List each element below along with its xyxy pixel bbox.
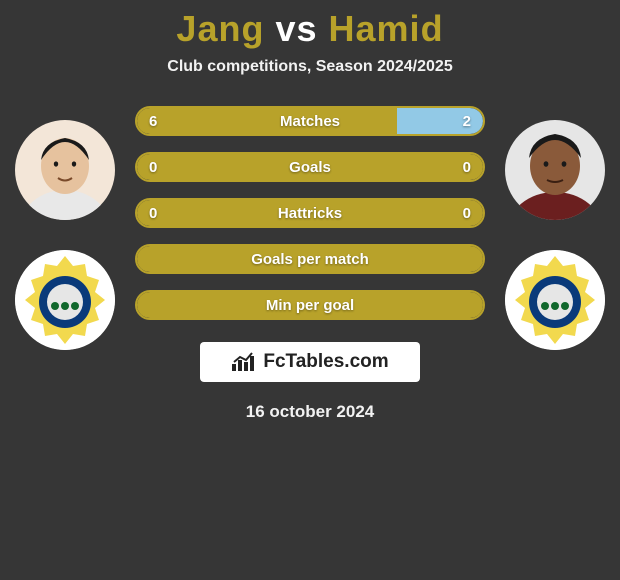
player1-photo-svg: [15, 120, 115, 220]
subtitle: Club competitions, Season 2024/2025: [0, 58, 620, 76]
stat-bar: 00Goals: [135, 152, 485, 182]
title: Jang vs Hamid: [0, 8, 620, 50]
stat-label: Goals per match: [137, 246, 483, 272]
stat-bar: 62Matches: [135, 106, 485, 136]
chart-icon: [231, 352, 257, 372]
right-column: [500, 120, 610, 350]
title-player1: Jang: [176, 8, 264, 49]
player1-club-badge: [15, 250, 115, 350]
player2-club-badge-svg: [505, 250, 605, 350]
title-vs: vs: [275, 8, 317, 49]
stat-bar: Min per goal: [135, 290, 485, 320]
stat-label: Hattricks: [137, 200, 483, 226]
watermark: FcTables.com: [200, 342, 420, 382]
title-player2: Hamid: [329, 8, 444, 49]
player1-photo: [15, 120, 115, 220]
date: 16 october 2024: [0, 402, 620, 422]
player2-photo: [505, 120, 605, 220]
stat-label: Goals: [137, 154, 483, 180]
stat-bar: Goals per match: [135, 244, 485, 274]
stat-label: Matches: [137, 108, 483, 134]
stat-bars: 62Matches 00Goals 00Hattricks Goals per mat…: [135, 106, 485, 320]
player2-club-badge: [505, 250, 605, 350]
watermark-text: FcTables.com: [263, 351, 388, 373]
player2-photo-svg: [505, 120, 605, 220]
comparison-card: Jang vs Hamid Club competitions, Season …: [0, 0, 620, 580]
player1-club-badge-svg: [15, 250, 115, 350]
stat-bar: 00Hattricks: [135, 198, 485, 228]
left-column: [10, 120, 120, 350]
stat-label: Min per goal: [137, 292, 483, 318]
